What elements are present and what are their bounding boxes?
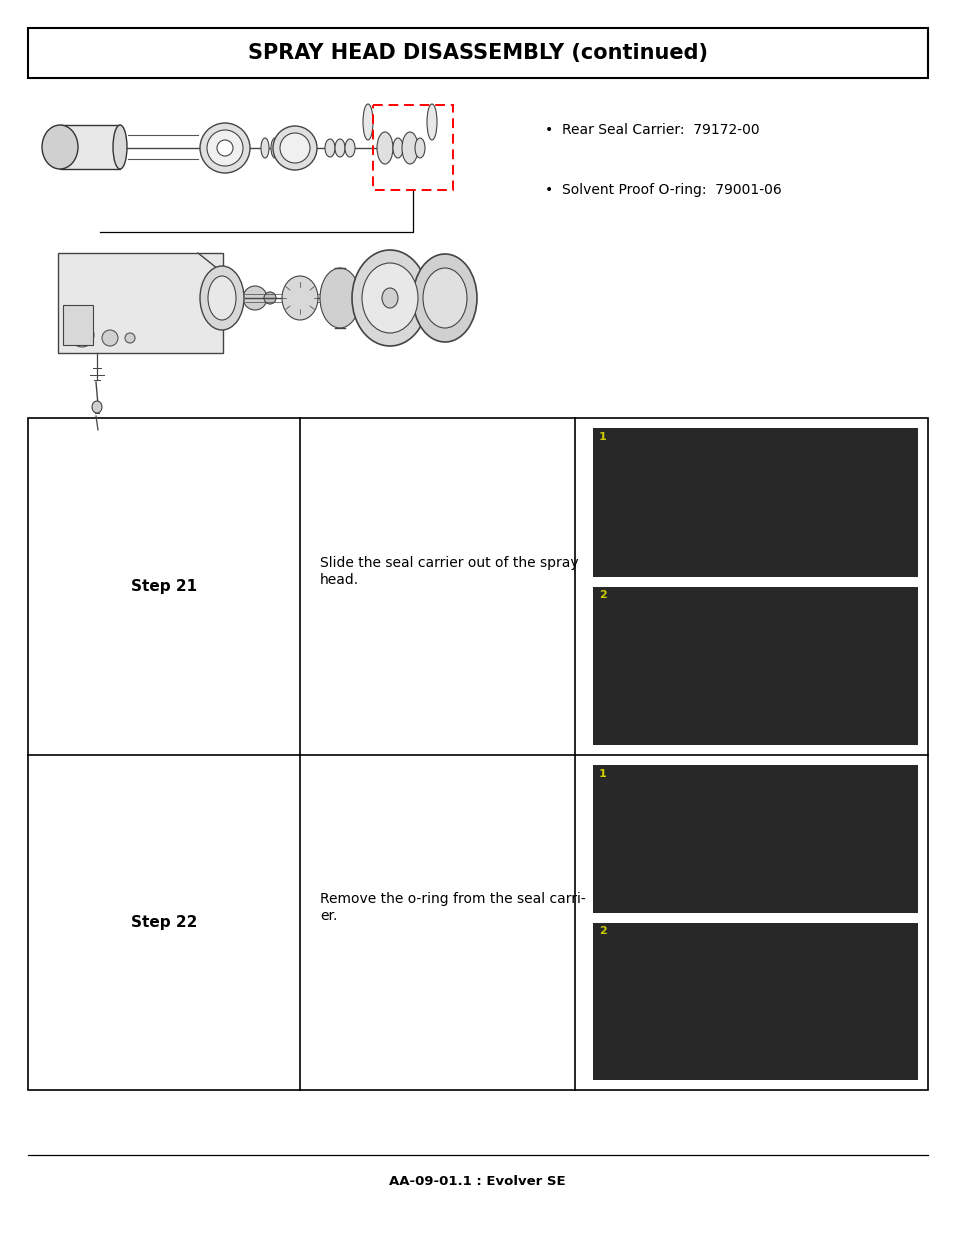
Text: Slide the seal carrier out of the spray
head.: Slide the seal carrier out of the spray … (319, 557, 578, 587)
Ellipse shape (261, 138, 269, 158)
Ellipse shape (427, 104, 436, 140)
Ellipse shape (42, 125, 78, 169)
Ellipse shape (200, 124, 250, 173)
Bar (593, 923, 917, 1079)
Ellipse shape (345, 140, 355, 157)
Text: •  Rear Seal Carrier:  79172-00: • Rear Seal Carrier: 79172-00 (544, 124, 759, 137)
Ellipse shape (282, 275, 317, 320)
Ellipse shape (422, 268, 467, 329)
Ellipse shape (75, 329, 89, 342)
Ellipse shape (401, 132, 417, 164)
Ellipse shape (393, 138, 402, 158)
Ellipse shape (381, 288, 397, 308)
Ellipse shape (319, 268, 359, 329)
Ellipse shape (280, 133, 310, 163)
Ellipse shape (335, 140, 345, 157)
Text: 1: 1 (598, 432, 606, 442)
Text: Remove the o-ring from the seal carri-
er.: Remove the o-ring from the seal carri- e… (319, 893, 585, 923)
Bar (63, 305, 92, 345)
Ellipse shape (273, 126, 316, 170)
Bar (60, 125, 120, 169)
Text: Step 21: Step 21 (131, 579, 197, 594)
Ellipse shape (243, 287, 267, 310)
Ellipse shape (415, 138, 424, 158)
Ellipse shape (271, 138, 278, 158)
Text: AA-09-01.1 : Evolver SE: AA-09-01.1 : Evolver SE (388, 1174, 565, 1188)
Ellipse shape (112, 125, 127, 169)
Ellipse shape (413, 254, 476, 342)
Bar (58, 253, 223, 353)
Text: •  Solvent Proof O-ring:  79001-06: • Solvent Proof O-ring: 79001-06 (544, 183, 781, 198)
Bar (28, 28, 927, 78)
Bar (373, 105, 453, 190)
Ellipse shape (70, 324, 94, 347)
Bar (593, 587, 917, 745)
Text: Step 22: Step 22 (131, 915, 197, 930)
Ellipse shape (352, 249, 428, 346)
Text: 2: 2 (598, 926, 606, 936)
Ellipse shape (264, 291, 275, 304)
Text: 2: 2 (598, 590, 606, 600)
Bar (593, 429, 917, 577)
Ellipse shape (325, 140, 335, 157)
Text: 1: 1 (598, 769, 606, 779)
Ellipse shape (207, 130, 243, 165)
Ellipse shape (361, 263, 417, 333)
Ellipse shape (102, 330, 118, 346)
Ellipse shape (125, 333, 135, 343)
Ellipse shape (200, 266, 244, 330)
Ellipse shape (208, 275, 235, 320)
Bar (593, 764, 917, 913)
Ellipse shape (376, 132, 393, 164)
Ellipse shape (363, 104, 373, 140)
Ellipse shape (216, 140, 233, 156)
Ellipse shape (91, 401, 102, 412)
Bar (28, 417, 927, 1091)
Text: SPRAY HEAD DISASSEMBLY (continued): SPRAY HEAD DISASSEMBLY (continued) (248, 43, 707, 63)
